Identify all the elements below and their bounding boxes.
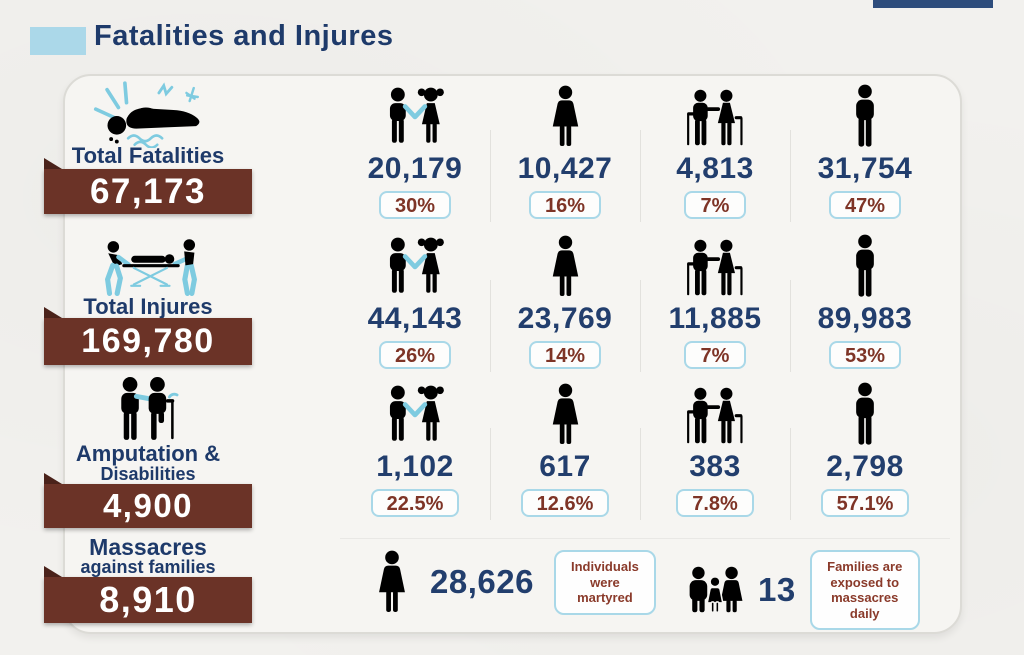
fatalities-breakdown-row: 20,179 30% 10,427 16% 4,813 7% 31,754 47… bbox=[340, 84, 940, 226]
top-accent-bar bbox=[873, 0, 993, 8]
children-couple-icon bbox=[380, 86, 450, 148]
summary-label-massacres: Massacres bbox=[89, 534, 207, 560]
column-divider bbox=[640, 130, 641, 222]
stat-percent-badge: 53% bbox=[828, 341, 902, 369]
stat-cell-women-injures: 23,769 14% bbox=[490, 234, 640, 376]
column-divider bbox=[640, 428, 641, 520]
stat-value: 44,143 bbox=[367, 302, 463, 335]
families-massacres-value: 13 bbox=[758, 571, 796, 609]
summary-sublabel-against-families: against families bbox=[80, 557, 216, 577]
stat-percent-badge: 7.8% bbox=[676, 489, 754, 517]
stat-percent-badge: 14% bbox=[528, 341, 602, 369]
man-icon bbox=[851, 234, 879, 298]
stat-cell-men-amputation: 2,798 57.1% bbox=[790, 382, 940, 524]
stat-percent-badge: 47% bbox=[828, 191, 902, 219]
stat-cell-men-fatalities: 31,754 47% bbox=[790, 84, 940, 226]
summary-label-injures: Total Injures bbox=[83, 294, 213, 319]
total-injures-value: 169,780 bbox=[81, 322, 215, 360]
stat-cell-women-fatalities: 10,427 16% bbox=[490, 84, 640, 226]
stat-percent-badge: 12.6% bbox=[520, 489, 610, 517]
stat-percent-badge: 30% bbox=[378, 191, 452, 219]
stat-cell-children-amputation: 1,102 22.5% bbox=[340, 382, 490, 524]
stat-value: 20,179 bbox=[367, 152, 463, 185]
woman-icon bbox=[550, 383, 581, 446]
children-couple-icon bbox=[380, 236, 450, 298]
martyred-individuals-note: Individuals were martyred bbox=[553, 550, 656, 615]
column-divider bbox=[490, 130, 491, 222]
column-divider bbox=[490, 428, 491, 520]
man-icon bbox=[851, 382, 879, 446]
woman-icon bbox=[550, 85, 581, 148]
families-massacres-group: 13 Families are exposed to massacres dai… bbox=[686, 550, 920, 631]
stat-percent-badge: 26% bbox=[378, 341, 452, 369]
stat-value: 383 bbox=[689, 450, 741, 483]
title-swatch bbox=[30, 27, 86, 55]
total-fatalities-ribbon: 67,173 bbox=[44, 169, 252, 214]
footer-separator bbox=[340, 538, 950, 539]
stat-value: 23,769 bbox=[517, 302, 613, 335]
amputation-value: 4,900 bbox=[102, 487, 194, 524]
column-divider bbox=[490, 280, 491, 372]
amputation-breakdown-row: 1,102 22.5% 617 12.6% 383 7.8% 2,798 57.… bbox=[340, 382, 940, 524]
stat-cell-men-injures: 89,983 53% bbox=[790, 234, 940, 376]
children-couple-icon bbox=[380, 384, 450, 446]
massacres-value: 8,910 bbox=[99, 579, 197, 620]
man-icon bbox=[851, 84, 879, 148]
amputation-icon bbox=[108, 376, 190, 442]
families-massacres-note: Families are exposed to massacres daily bbox=[809, 550, 920, 631]
column-divider bbox=[790, 130, 791, 222]
summary-label-fatalities: Total Fatalities bbox=[71, 143, 225, 168]
total-fatalities-value: 67,173 bbox=[89, 171, 207, 211]
elderly-couple-icon bbox=[682, 386, 748, 446]
stat-cell-elderly-fatalities: 4,813 7% bbox=[640, 84, 790, 226]
elderly-couple-icon bbox=[682, 238, 748, 298]
stat-cell-women-amputation: 617 12.6% bbox=[490, 382, 640, 524]
stat-percent-badge: 57.1% bbox=[820, 489, 910, 517]
stat-cell-elderly-injures: 11,885 7% bbox=[640, 234, 790, 376]
family-icon bbox=[686, 559, 744, 621]
stat-value: 4,813 bbox=[676, 152, 754, 185]
airstrike-victim-icon bbox=[84, 80, 216, 148]
summary-sublabel-disabilities: Disabilities bbox=[100, 464, 196, 484]
summary-label-amputation: Amputation & bbox=[75, 441, 221, 466]
martyred-individuals-group: 28,626 Individuals were martyred bbox=[374, 550, 656, 615]
stat-cell-children-fatalities: 20,179 30% bbox=[340, 84, 490, 226]
stat-value: 1,102 bbox=[376, 450, 454, 483]
stat-value: 31,754 bbox=[817, 152, 913, 185]
massacres-ribbon: 8,910 bbox=[44, 577, 252, 623]
stat-value: 10,427 bbox=[517, 152, 613, 185]
column-divider bbox=[640, 280, 641, 372]
column-divider bbox=[790, 280, 791, 372]
page-title: Fatalities and Injures bbox=[94, 20, 394, 52]
stat-percent-badge: 16% bbox=[528, 191, 602, 219]
stat-value: 617 bbox=[539, 450, 591, 483]
elderly-couple-icon bbox=[682, 88, 748, 148]
amputation-ribbon: 4,900 bbox=[44, 484, 252, 528]
stat-cell-children-injures: 44,143 26% bbox=[340, 234, 490, 376]
stat-value: 2,798 bbox=[826, 450, 904, 483]
stat-value: 11,885 bbox=[668, 302, 762, 335]
stat-percent-badge: 7% bbox=[684, 191, 746, 219]
total-injures-ribbon: 169,780 bbox=[44, 318, 252, 365]
stat-percent-badge: 7% bbox=[684, 341, 746, 369]
stat-percent-badge: 22.5% bbox=[370, 489, 460, 517]
stat-cell-elderly-amputation: 383 7.8% bbox=[640, 382, 790, 524]
stat-value: 89,983 bbox=[817, 302, 913, 335]
woman-icon bbox=[374, 550, 410, 614]
martyred-individuals-value: 28,626 bbox=[430, 563, 534, 601]
injures-breakdown-row: 44,143 26% 23,769 14% 11,885 7% 89,983 5… bbox=[340, 234, 940, 376]
stretcher-icon bbox=[88, 236, 214, 296]
woman-icon bbox=[550, 235, 581, 298]
column-divider bbox=[790, 428, 791, 520]
